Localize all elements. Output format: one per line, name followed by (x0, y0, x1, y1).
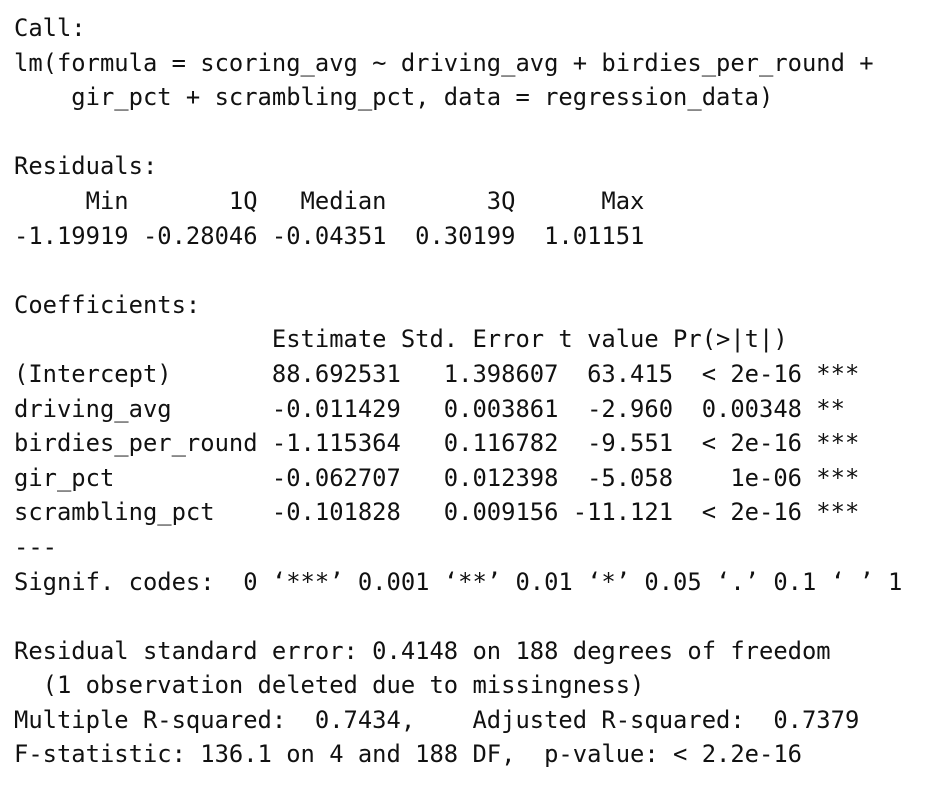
coefficient-row-birdies-per-round: birdies_per_round -1.115364 0.116782 -9.… (14, 429, 860, 458)
blank-line (14, 599, 902, 634)
r-squared: Multiple R-squared: 0.7434, Adjusted R-s… (14, 705, 874, 734)
coefficient-row-scrambling-pct: scrambling_pct -0.101828 0.009156 -11.12… (14, 498, 860, 527)
coefficients-header: Coefficients: (14, 290, 201, 319)
residuals-values: -1.19919 -0.28046 -0.04351 0.30199 1.011… (14, 221, 659, 250)
coefficient-row-gir-pct: gir_pct -0.062707 0.012398 -5.058 1e-06 … (14, 463, 860, 492)
r-console-output: Call: lm(formula = scoring_avg ~ driving_… (14, 11, 902, 772)
call-header: Call: (14, 14, 86, 42)
residual-standard-error: Residual standard error: 0.4148 on 188 d… (14, 636, 831, 665)
coefficients-column-headers: Estimate Std. Error t value Pr(>|t|) (14, 325, 845, 354)
residuals-column-headers: Min 1Q Median 3Q Max (14, 186, 659, 215)
residuals-header: Residuals: (14, 152, 158, 181)
call-formula-line-2: gir_pct + scrambling_pct, data = regress… (14, 83, 774, 112)
blank-line (14, 253, 902, 288)
separator: --- (14, 532, 57, 561)
missingness-note: (1 observation deleted due to missingnes… (14, 671, 645, 700)
blank-line (14, 115, 902, 150)
f-statistic: F-statistic: 136.1 on 4 and 188 DF, p-va… (14, 740, 802, 769)
call-formula-line-1: lm(formula = scoring_avg ~ driving_avg +… (14, 48, 874, 77)
coefficient-row-driving-avg: driving_avg -0.011429 0.003861 -2.960 0.… (14, 394, 860, 423)
coefficient-row-intercept: (Intercept) 88.692531 1.398607 63.415 < … (14, 359, 860, 388)
signif-codes: Signif. codes: 0 ‘***’ 0.001 ‘**’ 0.01 ‘… (14, 567, 903, 596)
